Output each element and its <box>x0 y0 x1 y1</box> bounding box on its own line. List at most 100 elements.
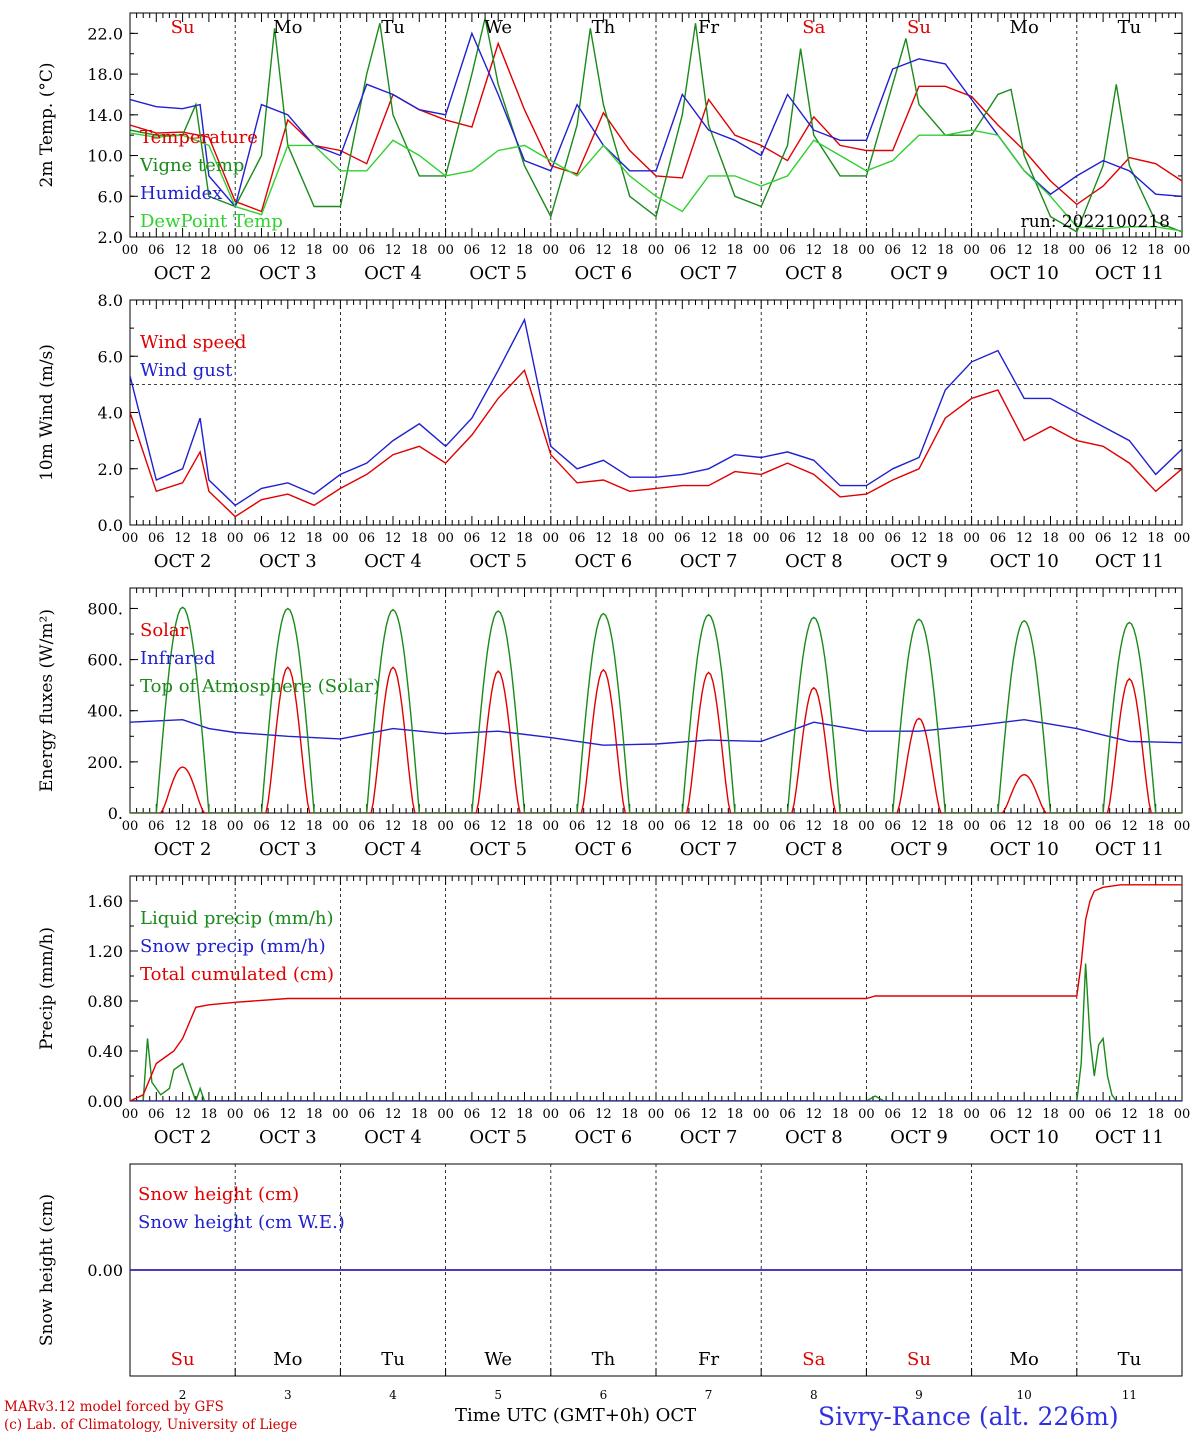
station-name: Sivry-Rance (alt. 226m) <box>818 1402 1119 1431</box>
hour-label: 12 <box>911 1107 928 1122</box>
plot-frame <box>129 299 1183 526</box>
hour-label: 18 <box>1042 531 1059 546</box>
date-label: OCT 8 <box>785 1127 843 1148</box>
date-label: OCT 9 <box>890 551 948 572</box>
hour-label: 18 <box>1147 531 1164 546</box>
hour-label: 12 <box>1121 531 1138 546</box>
y-tick-label: 600. <box>87 651 123 670</box>
hour-label: 06 <box>990 243 1007 258</box>
weekday-label-bottom: Mo <box>1010 1349 1039 1370</box>
hour-label: 12 <box>595 243 612 258</box>
y-tick-label: 0.80 <box>87 992 123 1011</box>
hour-label: 18 <box>937 243 954 258</box>
y-tick-label: 0. <box>108 804 123 823</box>
hour-label: 12 <box>911 531 928 546</box>
y-axis-title: 10m Wind (m/s) <box>37 344 57 481</box>
hour-label: 00 <box>1069 243 1086 258</box>
hour-label: 12 <box>490 243 507 258</box>
hour-label: 00 <box>1069 1107 1086 1122</box>
date-label: OCT 6 <box>575 263 633 284</box>
hour-label: 06 <box>884 819 901 834</box>
hour-label: 12 <box>1016 819 1033 834</box>
y-tick-label: 400. <box>87 702 123 721</box>
hour-label: 18 <box>516 243 533 258</box>
date-label: OCT 9 <box>890 839 948 860</box>
hour-label: 18 <box>516 531 533 546</box>
legend-entry: Liquid precip (mm/h) <box>140 908 334 929</box>
hour-label: 06 <box>358 1107 375 1122</box>
weekday-label-top: Su <box>171 17 195 38</box>
weekday-label-bottom: Fr <box>698 1349 719 1370</box>
hour-label: 12 <box>174 531 191 546</box>
hour-label: 12 <box>1121 819 1138 834</box>
hour-label: 18 <box>832 243 849 258</box>
panel-1: 2.0 6.0 10.0 14.0 18.0 22.0 2m Temp. (°C) Tempe… <box>37 12 1190 284</box>
hour-label: 12 <box>1121 243 1138 258</box>
hour-label: 06 <box>884 531 901 546</box>
hour-label: 06 <box>358 243 375 258</box>
hour-label: 18 <box>1147 243 1164 258</box>
day-number-label: 11 <box>1122 1388 1137 1402</box>
hour-label: 18 <box>306 243 323 258</box>
hour-label: 18 <box>727 243 744 258</box>
hour-label: 18 <box>727 819 744 834</box>
legend-entry: Humidex <box>140 183 222 204</box>
hour-label: 00 <box>543 531 560 546</box>
series-group <box>130 17 1182 233</box>
date-label: OCT 5 <box>469 1127 527 1148</box>
hour-label: 18 <box>1147 819 1164 834</box>
hour-label: 06 <box>990 531 1007 546</box>
hour-label: 18 <box>937 819 954 834</box>
hour-label: 00 <box>1069 531 1086 546</box>
hour-label: 06 <box>884 243 901 258</box>
hour-label: 18 <box>937 531 954 546</box>
hour-label: 06 <box>148 531 165 546</box>
hour-label: 00 <box>753 243 770 258</box>
hour-label: 00 <box>648 531 665 546</box>
hour-label: 12 <box>700 243 717 258</box>
series-line-wind-speed <box>130 368 1182 518</box>
x-ticks <box>129 300 1183 525</box>
legend-entry: Snow height (cm) <box>138 1184 299 1205</box>
hour-label: 12 <box>700 1107 717 1122</box>
date-label: OCT 4 <box>364 1127 422 1148</box>
hour-label: 06 <box>464 819 481 834</box>
date-label: OCT 3 <box>259 839 317 860</box>
date-label: OCT 6 <box>575 551 633 572</box>
hour-label: 00 <box>648 819 665 834</box>
legend-entry: Vigne temp <box>139 155 244 176</box>
run-annotation: run: 2022100218 <box>1021 212 1170 232</box>
time-axis-title: Time UTC (GMT+0h) OCT <box>455 1405 696 1426</box>
y-axis: 0. 200. 400. 600. 800. <box>87 599 1182 823</box>
weekday-label-bottom: Su <box>907 1349 931 1370</box>
date-label: OCT 7 <box>680 1127 738 1148</box>
hour-label: 12 <box>911 819 928 834</box>
hour-label: 00 <box>122 819 139 834</box>
hour-label: 12 <box>806 531 823 546</box>
date-label: OCT 11 <box>1095 263 1164 284</box>
date-label: OCT 9 <box>890 1127 948 1148</box>
hour-label: 18 <box>516 1107 533 1122</box>
date-label: OCT 11 <box>1095 551 1164 572</box>
y-tick-label: 4.0 <box>98 404 123 423</box>
model-credit: MARv3.12 model forced by GFS (c) Lab. of… <box>4 1398 297 1434</box>
weekday-label-bottom: Tu <box>381 1349 405 1370</box>
day-number-label: 4 <box>389 1388 397 1402</box>
hour-label: 12 <box>700 531 717 546</box>
hour-label: 12 <box>174 1107 191 1122</box>
hour-label: 12 <box>174 243 191 258</box>
y-tick-label: 800. <box>87 599 123 618</box>
date-label: OCT 3 <box>259 551 317 572</box>
hour-label: 12 <box>595 531 612 546</box>
hour-label: 00 <box>332 1107 349 1122</box>
hour-label: 18 <box>411 243 428 258</box>
day-number-label: 6 <box>600 1388 608 1402</box>
x-ticks <box>129 876 1183 1101</box>
hour-label: 12 <box>385 1107 402 1122</box>
hour-label: 12 <box>280 819 297 834</box>
weekday-label-top: Th <box>592 17 616 38</box>
hour-label: 12 <box>174 819 191 834</box>
weekday-label-bottom: Tu <box>1118 1349 1142 1370</box>
hour-label: 18 <box>306 531 323 546</box>
